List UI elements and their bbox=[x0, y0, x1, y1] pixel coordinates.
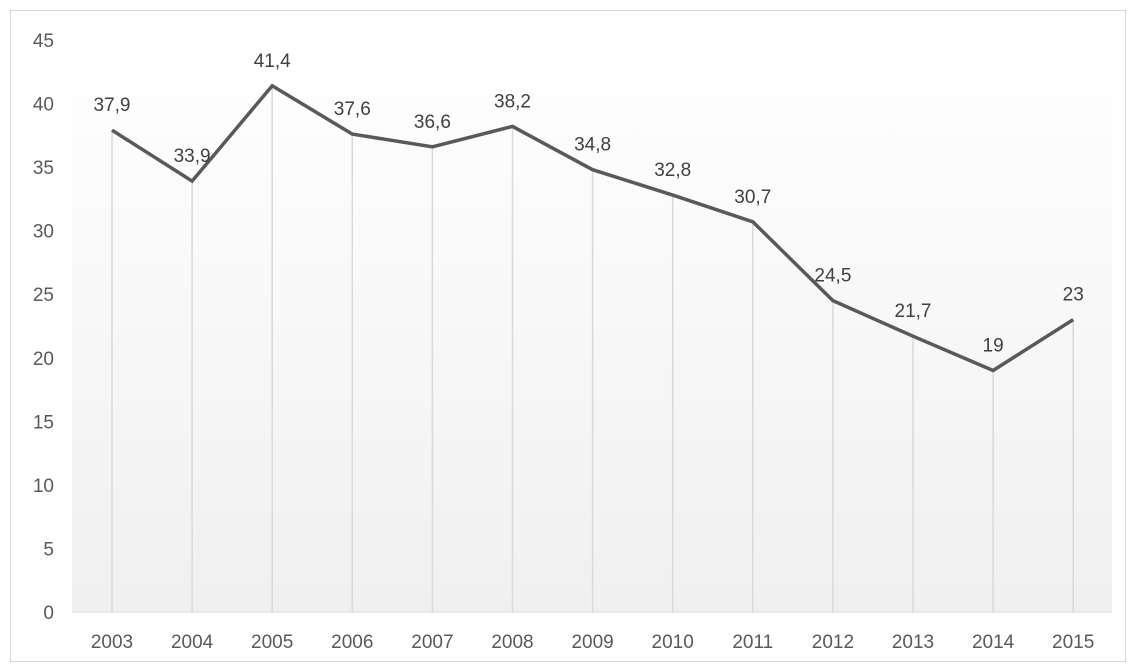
y-axis: 0 5 10 15 20 25 30 35 40 45 bbox=[33, 31, 54, 624]
y-tick-15: 15 bbox=[33, 412, 54, 433]
y-tick-25: 25 bbox=[33, 285, 54, 306]
x-tick-2010: 2010 bbox=[652, 632, 694, 653]
x-axis: 2003 2004 2005 2006 2007 2008 2009 2010 2011 2012… bbox=[91, 632, 1094, 653]
x-tick-2004: 2004 bbox=[171, 632, 214, 653]
data-label-2015: 23 bbox=[1063, 285, 1084, 306]
x-tick-2003: 2003 bbox=[91, 632, 133, 653]
x-tick-2008: 2008 bbox=[491, 632, 533, 653]
data-label-2009: 34,8 bbox=[574, 135, 611, 156]
x-tick-2012: 2012 bbox=[812, 632, 854, 653]
data-label-2013: 21,7 bbox=[895, 301, 932, 322]
data-label-2012: 24,5 bbox=[814, 266, 851, 287]
series-line bbox=[111, 83, 1075, 373]
data-label-2005: 41,4 bbox=[254, 51, 291, 72]
y-tick-35: 35 bbox=[33, 158, 54, 179]
data-label-2010: 32,8 bbox=[654, 160, 691, 181]
data-label-2003: 37,9 bbox=[94, 95, 131, 116]
y-tick-10: 10 bbox=[33, 476, 54, 497]
y-tick-45: 45 bbox=[33, 31, 54, 52]
data-label-2011: 30,7 bbox=[734, 187, 771, 208]
y-tick-0: 0 bbox=[43, 603, 54, 624]
y-tick-40: 40 bbox=[33, 95, 54, 116]
data-label-2007: 36,6 bbox=[414, 112, 451, 133]
x-tick-2011: 2011 bbox=[732, 632, 773, 653]
x-tick-2014: 2014 bbox=[972, 632, 1015, 653]
y-tick-20: 20 bbox=[33, 349, 54, 370]
x-tick-2006: 2006 bbox=[331, 632, 373, 653]
x-tick-2005: 2005 bbox=[251, 632, 293, 653]
x-tick-2015: 2015 bbox=[1052, 632, 1094, 653]
x-tick-2007: 2007 bbox=[411, 632, 453, 653]
data-label-2014: 19 bbox=[983, 335, 1004, 356]
data-label-2006: 37,6 bbox=[334, 99, 371, 120]
data-label-2004: 33,9 bbox=[174, 146, 211, 167]
x-tick-2009: 2009 bbox=[571, 632, 613, 653]
data-label-2008: 38,2 bbox=[494, 91, 531, 112]
data-labels: 37,9 33,9 41,4 37,6 36,6 38,2 34,8 32,8 30,7 24,5… bbox=[94, 51, 1084, 357]
y-tick-30: 30 bbox=[33, 222, 54, 243]
gridlines bbox=[111, 85, 1074, 612]
y-tick-5: 5 bbox=[43, 539, 54, 560]
x-tick-2013: 2013 bbox=[892, 632, 934, 653]
